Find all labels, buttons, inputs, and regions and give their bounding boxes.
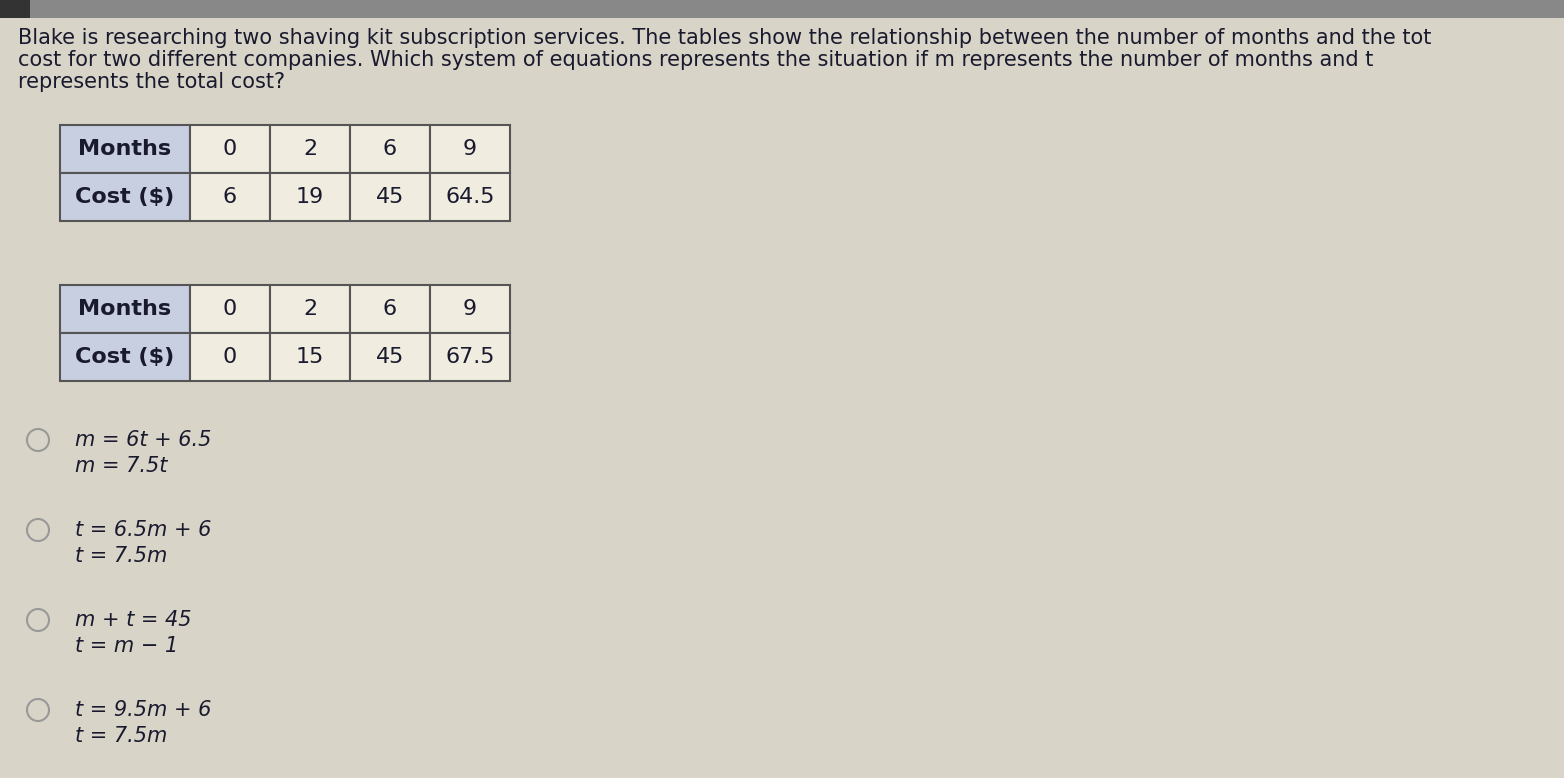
Text: t = m − 1: t = m − 1 [75, 636, 178, 656]
Text: 9: 9 [463, 139, 477, 159]
Text: Months: Months [78, 299, 172, 319]
Text: 6: 6 [383, 139, 397, 159]
Text: m + t = 45: m + t = 45 [75, 610, 191, 630]
Text: 2: 2 [303, 139, 317, 159]
Text: Months: Months [78, 139, 172, 159]
Bar [430, 285, 510, 333]
Text: t = 6.5m + 6: t = 6.5m + 6 [75, 520, 211, 540]
Text: 0: 0 [224, 139, 238, 159]
Text: t = 7.5m: t = 7.5m [75, 726, 167, 746]
Text: cost for two different companies. Which system of equations represents the situa: cost for two different companies. Which … [19, 50, 1373, 70]
Text: 6: 6 [383, 299, 397, 319]
Text: 6: 6 [224, 187, 238, 207]
Text: 2: 2 [303, 299, 317, 319]
Bar [350, 173, 430, 221]
Bar [430, 333, 510, 381]
Text: 64.5: 64.5 [446, 187, 494, 207]
Bar [271, 173, 350, 221]
Bar [59, 285, 189, 333]
Bar [350, 285, 430, 333]
Text: 67.5: 67.5 [446, 347, 494, 367]
Bar [271, 125, 350, 173]
Text: Cost ($): Cost ($) [75, 347, 175, 367]
Text: t = 9.5m + 6: t = 9.5m + 6 [75, 700, 211, 720]
Bar [189, 285, 271, 333]
Text: 9: 9 [463, 299, 477, 319]
Text: m = 7.5t: m = 7.5t [75, 456, 167, 476]
Bar [271, 333, 350, 381]
Text: 0: 0 [224, 299, 238, 319]
Text: 45: 45 [375, 347, 404, 367]
Bar [271, 285, 350, 333]
Bar [59, 333, 189, 381]
Bar [350, 333, 430, 381]
Bar [430, 173, 510, 221]
Bar [0, 0, 1564, 18]
Text: 0: 0 [224, 347, 238, 367]
Text: Cost ($): Cost ($) [75, 187, 175, 207]
Bar [189, 333, 271, 381]
Text: 19: 19 [296, 187, 324, 207]
Text: 45: 45 [375, 187, 404, 207]
Text: m = 6t + 6.5: m = 6t + 6.5 [75, 430, 211, 450]
Bar [350, 125, 430, 173]
Bar [0, 0, 30, 18]
Bar [59, 173, 189, 221]
Bar [430, 125, 510, 173]
Bar [189, 173, 271, 221]
Text: represents the total cost?: represents the total cost? [19, 72, 285, 92]
Bar [59, 125, 189, 173]
Text: Blake is researching two shaving kit subscription services. The tables show the : Blake is researching two shaving kit sub… [19, 28, 1431, 48]
Text: t = 7.5m: t = 7.5m [75, 546, 167, 566]
Text: 15: 15 [296, 347, 324, 367]
Bar [189, 125, 271, 173]
